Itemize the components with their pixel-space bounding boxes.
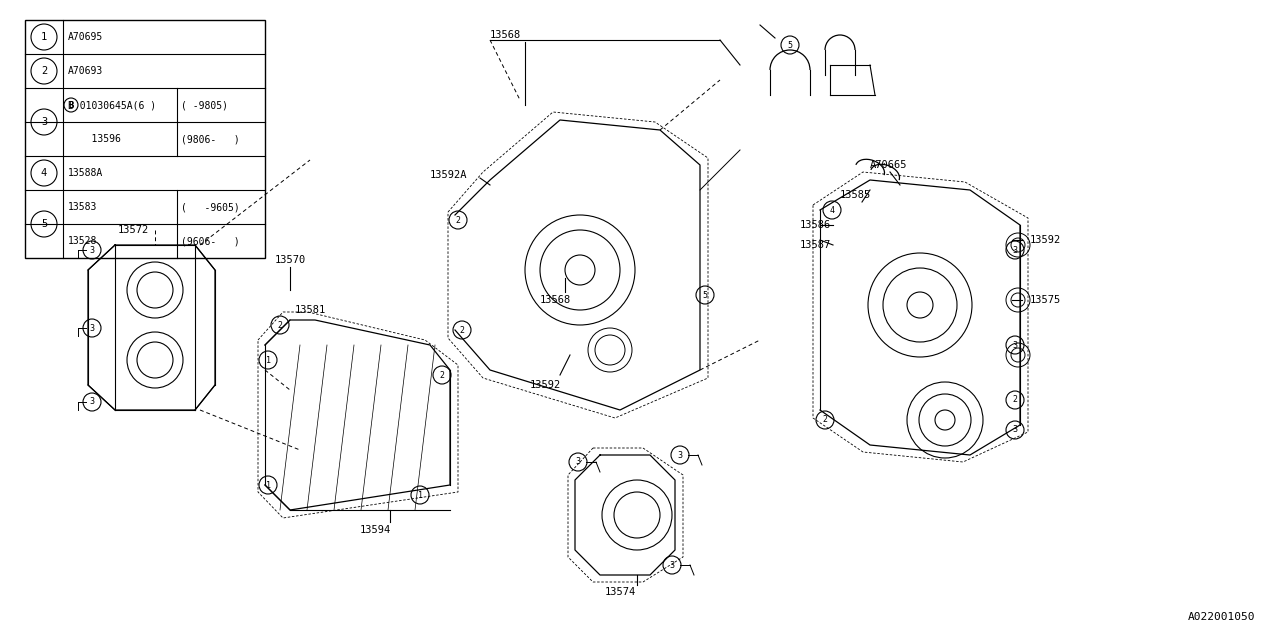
Text: 2: 2: [278, 321, 283, 330]
Text: (9606-   ): (9606- ): [180, 236, 239, 246]
Text: 3: 3: [576, 458, 581, 467]
Text: 13587: 13587: [800, 240, 831, 250]
Text: 13583: 13583: [68, 202, 97, 212]
Text: 3: 3: [90, 246, 95, 255]
Text: 4: 4: [829, 205, 835, 214]
Text: 3: 3: [90, 323, 95, 333]
Text: B 01030645A(6 ): B 01030645A(6 ): [68, 100, 156, 110]
Text: 13575: 13575: [1030, 295, 1061, 305]
Text: A70665: A70665: [870, 160, 908, 170]
Text: 4: 4: [41, 168, 47, 178]
Text: 13568: 13568: [490, 30, 521, 40]
Text: 5: 5: [41, 219, 47, 229]
Text: 3: 3: [1012, 340, 1018, 349]
Text: 3: 3: [90, 397, 95, 406]
Text: A70693: A70693: [68, 66, 104, 76]
Bar: [26, 20, 265, 258]
Text: 2: 2: [439, 371, 444, 380]
Text: ( -9805): ( -9805): [180, 100, 228, 110]
Text: 3: 3: [1012, 426, 1018, 435]
Text: 5: 5: [787, 40, 792, 49]
Text: (   -9605): ( -9605): [180, 202, 239, 212]
Text: 2: 2: [460, 326, 465, 335]
Text: 3: 3: [41, 117, 47, 127]
Text: 3: 3: [1012, 246, 1018, 255]
Text: 13570: 13570: [275, 255, 306, 265]
Text: 13568: 13568: [540, 295, 571, 305]
Text: 13592: 13592: [1030, 235, 1061, 245]
Text: (9806-   ): (9806- ): [180, 134, 239, 144]
Text: 13586: 13586: [800, 220, 831, 230]
Text: B: B: [68, 100, 74, 109]
Text: 13574: 13574: [604, 587, 636, 597]
Text: 13581: 13581: [294, 305, 326, 315]
Text: 3: 3: [677, 451, 682, 460]
Text: 13588A: 13588A: [68, 168, 104, 178]
Text: A022001050: A022001050: [1188, 612, 1254, 622]
Text: 1: 1: [265, 355, 270, 365]
Text: 2: 2: [456, 216, 461, 225]
Text: 1: 1: [41, 32, 47, 42]
Text: 13592A: 13592A: [430, 170, 467, 180]
Text: 13594: 13594: [360, 525, 392, 535]
Text: 13596: 13596: [68, 134, 120, 144]
Text: 3: 3: [669, 561, 675, 570]
Text: 13592: 13592: [530, 380, 561, 390]
Text: 5: 5: [703, 291, 708, 300]
Text: 13585: 13585: [840, 190, 872, 200]
Text: A70695: A70695: [68, 32, 104, 42]
Text: 1: 1: [265, 481, 270, 490]
Text: 2: 2: [1012, 396, 1018, 404]
Text: 1: 1: [417, 490, 422, 499]
Text: 13572: 13572: [118, 225, 150, 235]
Text: 2: 2: [41, 66, 47, 76]
Text: 2: 2: [823, 415, 827, 424]
Text: 13528: 13528: [68, 236, 97, 246]
